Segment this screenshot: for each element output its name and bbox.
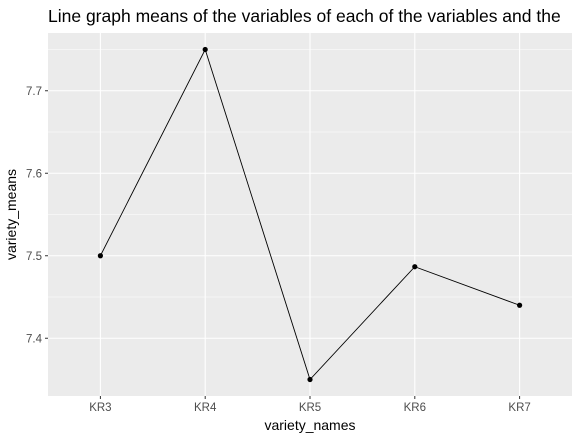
- y-axis-title: variety_means: [3, 169, 19, 260]
- x-tick-label: KR7: [508, 402, 530, 414]
- chart-title: Line graph means of the variables of eac…: [48, 6, 561, 26]
- data-point: [517, 302, 523, 308]
- major-gridlines: [48, 33, 572, 396]
- x-tick-label: KR3: [89, 402, 111, 414]
- data-point: [202, 46, 208, 53]
- data-series: [97, 46, 523, 383]
- x-tick-label: KR6: [404, 402, 426, 414]
- y-tick-label: 7.4: [26, 333, 43, 345]
- data-point: [97, 253, 103, 259]
- y-tick-label: 7.6: [26, 168, 42, 180]
- x-axis: KR3 KR4 KR5 KR6 KR7: [89, 396, 531, 414]
- data-point: [412, 264, 418, 270]
- data-point: [307, 376, 313, 383]
- x-axis-title: variety_names: [264, 417, 355, 433]
- x-tick-label: KR4: [194, 402, 217, 414]
- x-tick-label: KR5: [299, 402, 321, 414]
- y-tick-label: 7.7: [26, 86, 42, 98]
- y-axis: 7.4 7.5 7.6 7.7: [26, 86, 48, 345]
- y-tick-label: 7.5: [26, 251, 42, 263]
